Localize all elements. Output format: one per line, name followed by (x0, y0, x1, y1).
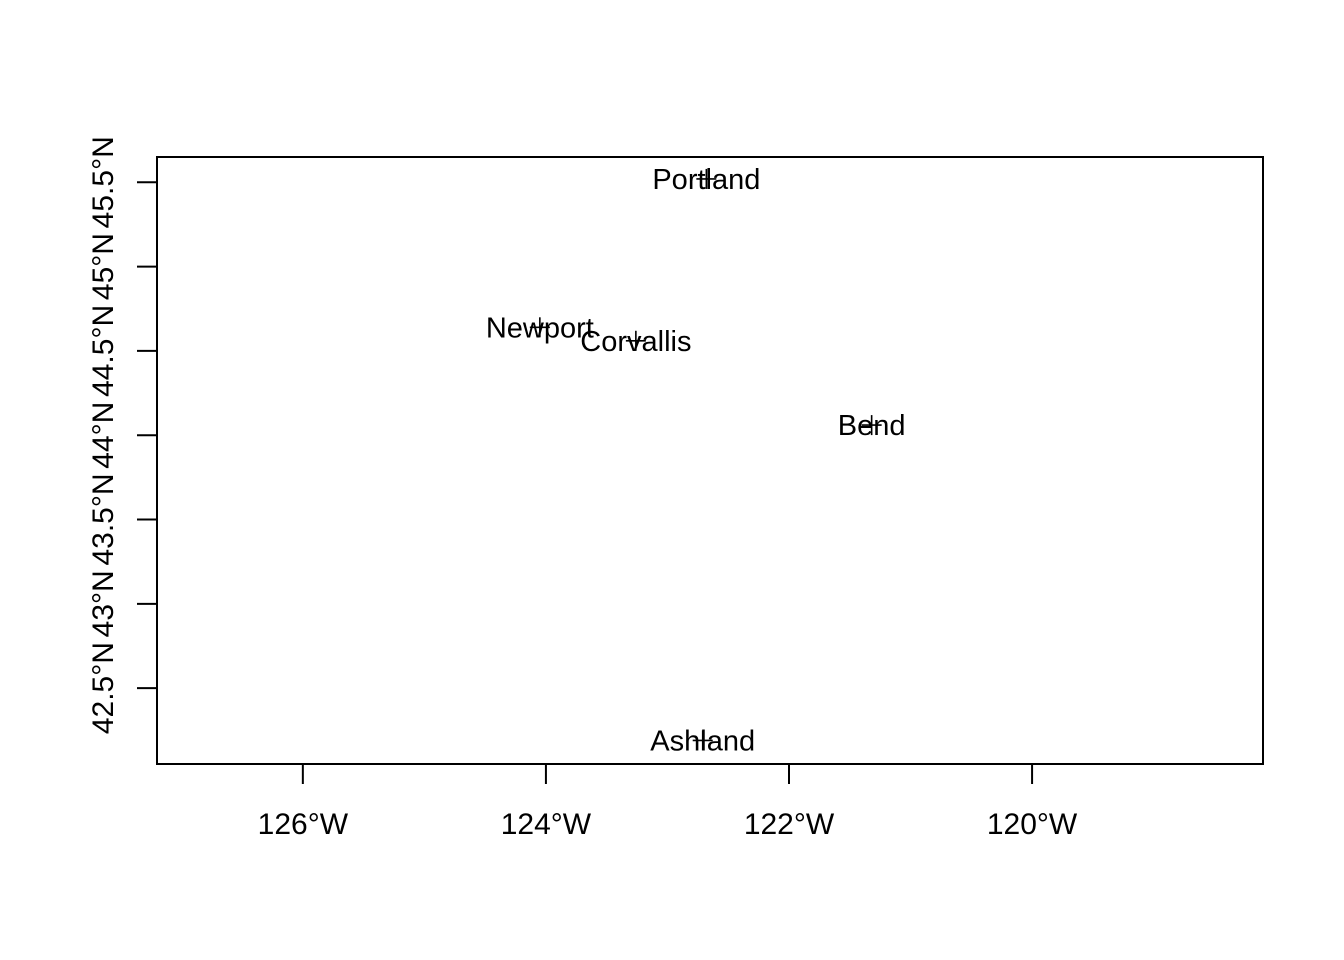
y-tick-label: 44°N (87, 402, 120, 469)
city-label: Ashland (650, 725, 755, 757)
x-axis: 126°W 124°W 122°W 120°W (258, 764, 1078, 841)
y-tick-label: 43.5°N (87, 473, 120, 565)
y-tick-label: 45.5°N (87, 136, 120, 228)
city-point-ashland: Ashland (650, 725, 755, 757)
y-axis: 42.5°N 43°N 43.5°N 44°N 44.5°N 45°N 45.5°N (87, 136, 157, 734)
city-label: Portland (652, 164, 760, 196)
y-tick-label: 42.5°N (87, 642, 120, 734)
city-point-bend: Bend (838, 410, 906, 442)
plot-frame (156, 156, 1264, 765)
city-label: Newport (486, 312, 594, 344)
y-tick-label: 43°N (87, 570, 120, 637)
x-tick-label: 122°W (744, 808, 835, 841)
y-tick-label: 44.5°N (87, 305, 120, 397)
city-label: Bend (838, 410, 906, 442)
city-label: Corvallis (580, 326, 691, 358)
x-tick-label: 126°W (258, 808, 349, 841)
x-tick-label: 124°W (501, 808, 592, 841)
city-point-corvallis: Corvallis (580, 326, 691, 358)
city-point-newport: Newport (486, 312, 594, 344)
y-tick-label: 45°N (87, 233, 120, 300)
city-point-portland: Portland (652, 164, 760, 196)
x-tick-label: 120°W (987, 808, 1078, 841)
